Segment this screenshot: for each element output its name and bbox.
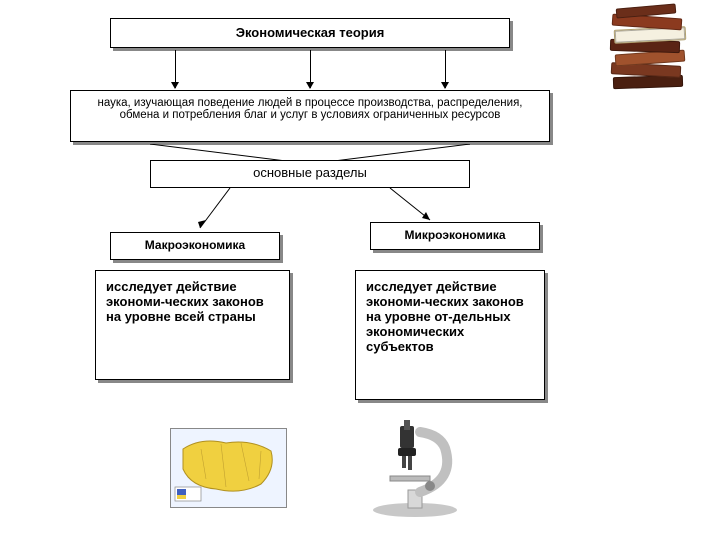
- macro-desc: исследует действие экономи-ческих законо…: [106, 279, 264, 324]
- books-icon: [605, 10, 690, 105]
- arrow-1: [175, 50, 176, 88]
- definition-box: наука, изучающая поведение людей в проце…: [70, 90, 550, 142]
- arrow-2: [310, 50, 311, 88]
- micro-desc-box: исследует действие экономи-ческих законо…: [355, 270, 545, 400]
- macro-label: Макроэкономика: [145, 238, 245, 252]
- sections-label: основные разделы: [253, 165, 367, 180]
- title-text: Экономическая теория: [236, 25, 385, 40]
- arrow-3: [445, 50, 446, 88]
- micro-label: Микроэкономика: [404, 228, 505, 242]
- definition-text: наука, изучающая поведение людей в проце…: [97, 97, 522, 121]
- micro-label-box: Микроэкономика: [370, 222, 540, 250]
- macro-label-box: Макроэкономика: [110, 232, 280, 260]
- sections-box: основные разделы: [150, 160, 470, 188]
- micro-desc: исследует действие экономи-ческих законо…: [366, 279, 524, 354]
- microscope-icon: [360, 420, 470, 520]
- map-icon: [170, 428, 287, 508]
- title-box: Экономическая теория: [110, 18, 510, 48]
- macro-desc-box: исследует действие экономи-ческих законо…: [95, 270, 290, 380]
